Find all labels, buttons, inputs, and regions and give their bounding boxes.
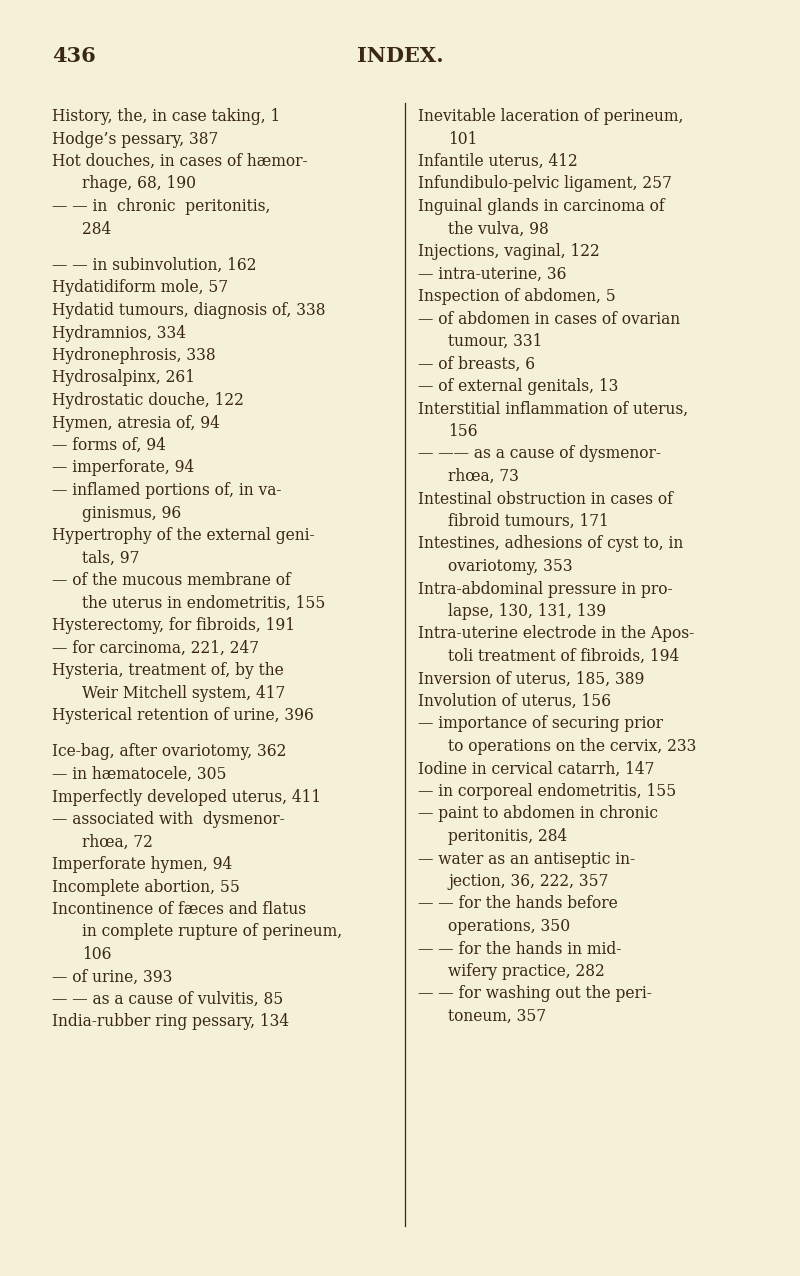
- Text: Imperfectly developed uterus, 411: Imperfectly developed uterus, 411: [52, 789, 321, 805]
- Text: peritonitis, 284: peritonitis, 284: [448, 828, 567, 845]
- Text: Hysterical retention of urine, 396: Hysterical retention of urine, 396: [52, 707, 314, 723]
- Text: Inevitable laceration of perineum,: Inevitable laceration of perineum,: [418, 108, 683, 125]
- Text: — in hæmatocele, 305: — in hæmatocele, 305: [52, 766, 226, 783]
- Text: — of urine, 393: — of urine, 393: [52, 968, 172, 985]
- Text: — paint to abdomen in chronic: — paint to abdomen in chronic: [418, 805, 658, 823]
- Text: Weir Mitchell system, 417: Weir Mitchell system, 417: [82, 684, 286, 702]
- Text: — associated with  dysmenor-: — associated with dysmenor-: [52, 812, 285, 828]
- Text: fibroid tumours, 171: fibroid tumours, 171: [448, 513, 609, 530]
- Text: — of abdomen in cases of ovarian: — of abdomen in cases of ovarian: [418, 310, 680, 328]
- Text: rhœa, 72: rhœa, 72: [82, 833, 153, 851]
- Text: tumour, 331: tumour, 331: [448, 333, 542, 350]
- Text: — — in  chronic  peritonitis,: — — in chronic peritonitis,: [52, 198, 270, 214]
- Text: — — for washing out the peri-: — — for washing out the peri-: [418, 985, 652, 1003]
- Text: 101: 101: [448, 130, 478, 148]
- Text: Hydrostatic douche, 122: Hydrostatic douche, 122: [52, 392, 244, 410]
- Text: Imperforate hymen, 94: Imperforate hymen, 94: [52, 856, 232, 873]
- Text: — — for the hands before: — — for the hands before: [418, 896, 618, 912]
- Text: toneum, 357: toneum, 357: [448, 1008, 546, 1025]
- Text: 156: 156: [448, 424, 478, 440]
- Text: — for carcinoma, 221, 247: — for carcinoma, 221, 247: [52, 639, 259, 656]
- Text: Inspection of abdomen, 5: Inspection of abdomen, 5: [418, 288, 616, 305]
- Text: 436: 436: [52, 46, 96, 66]
- Text: Interstitial inflammation of uterus,: Interstitial inflammation of uterus,: [418, 401, 688, 417]
- Text: the vulva, 98: the vulva, 98: [448, 221, 549, 237]
- Text: tals, 97: tals, 97: [82, 550, 139, 567]
- Text: — inflamed portions of, in va-: — inflamed portions of, in va-: [52, 482, 282, 499]
- Text: — in corporeal endometritis, 155: — in corporeal endometritis, 155: [418, 783, 676, 800]
- Text: — of breasts, 6: — of breasts, 6: [418, 356, 535, 373]
- Text: — forms of, 94: — forms of, 94: [52, 436, 166, 454]
- Text: — of external genitals, 13: — of external genitals, 13: [418, 378, 618, 396]
- Text: — — as a cause of vulvitis, 85: — — as a cause of vulvitis, 85: [52, 991, 283, 1008]
- Text: rhœa, 73: rhœa, 73: [448, 468, 519, 485]
- Text: Hysteria, treatment of, by the: Hysteria, treatment of, by the: [52, 662, 284, 679]
- Text: — —— as a cause of dysmenor-: — —— as a cause of dysmenor-: [418, 445, 661, 462]
- Text: the uterus in endometritis, 155: the uterus in endometritis, 155: [82, 595, 326, 611]
- Text: operations, 350: operations, 350: [448, 917, 570, 935]
- Text: Hymen, atresia of, 94: Hymen, atresia of, 94: [52, 415, 220, 431]
- Text: 284: 284: [82, 221, 111, 237]
- Text: India-rubber ring pessary, 134: India-rubber ring pessary, 134: [52, 1013, 289, 1031]
- Text: jection, 36, 222, 357: jection, 36, 222, 357: [448, 873, 608, 889]
- Text: Inversion of uterus, 185, 389: Inversion of uterus, 185, 389: [418, 670, 644, 688]
- Text: Hydatid tumours, diagnosis of, 338: Hydatid tumours, diagnosis of, 338: [52, 302, 326, 319]
- Text: Intra-abdominal pressure in pro-: Intra-abdominal pressure in pro-: [418, 581, 673, 597]
- Text: Hydronephrosis, 338: Hydronephrosis, 338: [52, 347, 216, 364]
- Text: INDEX.: INDEX.: [357, 46, 443, 66]
- Text: Intestines, adhesions of cyst to, in: Intestines, adhesions of cyst to, in: [418, 536, 683, 553]
- Text: 106: 106: [82, 946, 111, 963]
- Text: ginismus, 96: ginismus, 96: [82, 504, 182, 522]
- Text: — importance of securing prior: — importance of securing prior: [418, 716, 663, 732]
- Text: Inguinal glands in carcinoma of: Inguinal glands in carcinoma of: [418, 198, 665, 214]
- Text: Iodine in cervical catarrh, 147: Iodine in cervical catarrh, 147: [418, 760, 654, 777]
- Text: toli treatment of fibroids, 194: toli treatment of fibroids, 194: [448, 648, 679, 665]
- Text: ovariotomy, 353: ovariotomy, 353: [448, 558, 573, 575]
- Text: Hydramnios, 334: Hydramnios, 334: [52, 324, 186, 342]
- Text: Hot douches, in cases of hæmor-: Hot douches, in cases of hæmor-: [52, 153, 308, 170]
- Text: Incontinence of fæces and flatus: Incontinence of fæces and flatus: [52, 901, 306, 917]
- Text: rhage, 68, 190: rhage, 68, 190: [82, 176, 196, 193]
- Text: to operations on the cervix, 233: to operations on the cervix, 233: [448, 738, 696, 755]
- Text: — — for the hands in mid-: — — for the hands in mid-: [418, 940, 622, 957]
- Text: Intestinal obstruction in cases of: Intestinal obstruction in cases of: [418, 490, 673, 508]
- Text: — intra-uterine, 36: — intra-uterine, 36: [418, 265, 566, 282]
- Text: Infundibulo-pelvic ligament, 257: Infundibulo-pelvic ligament, 257: [418, 176, 672, 193]
- Text: Hydrosalpinx, 261: Hydrosalpinx, 261: [52, 370, 195, 387]
- Text: Hypertrophy of the external geni-: Hypertrophy of the external geni-: [52, 527, 314, 544]
- Text: — water as an antiseptic in-: — water as an antiseptic in-: [418, 851, 635, 868]
- Text: Ice-bag, after ovariotomy, 362: Ice-bag, after ovariotomy, 362: [52, 744, 286, 760]
- Text: lapse, 130, 131, 139: lapse, 130, 131, 139: [448, 604, 606, 620]
- Text: Infantile uterus, 412: Infantile uterus, 412: [418, 153, 578, 170]
- Text: Hysterectomy, for fibroids, 191: Hysterectomy, for fibroids, 191: [52, 618, 295, 634]
- Text: — of the mucous membrane of: — of the mucous membrane of: [52, 572, 290, 590]
- Text: Involution of uterus, 156: Involution of uterus, 156: [418, 693, 611, 709]
- Text: Incomplete abortion, 55: Incomplete abortion, 55: [52, 878, 240, 896]
- Text: — imperforate, 94: — imperforate, 94: [52, 459, 194, 476]
- Text: wifery practice, 282: wifery practice, 282: [448, 963, 605, 980]
- Text: Hydatidiform mole, 57: Hydatidiform mole, 57: [52, 279, 228, 296]
- Text: History, the, in case taking, 1: History, the, in case taking, 1: [52, 108, 280, 125]
- Text: Intra-uterine electrode in the Apos-: Intra-uterine electrode in the Apos-: [418, 625, 694, 643]
- Text: Hodge’s pessary, 387: Hodge’s pessary, 387: [52, 130, 218, 148]
- Text: — — in subinvolution, 162: — — in subinvolution, 162: [52, 256, 257, 274]
- Text: Injections, vaginal, 122: Injections, vaginal, 122: [418, 242, 600, 260]
- Text: in complete rupture of perineum,: in complete rupture of perineum,: [82, 924, 342, 940]
